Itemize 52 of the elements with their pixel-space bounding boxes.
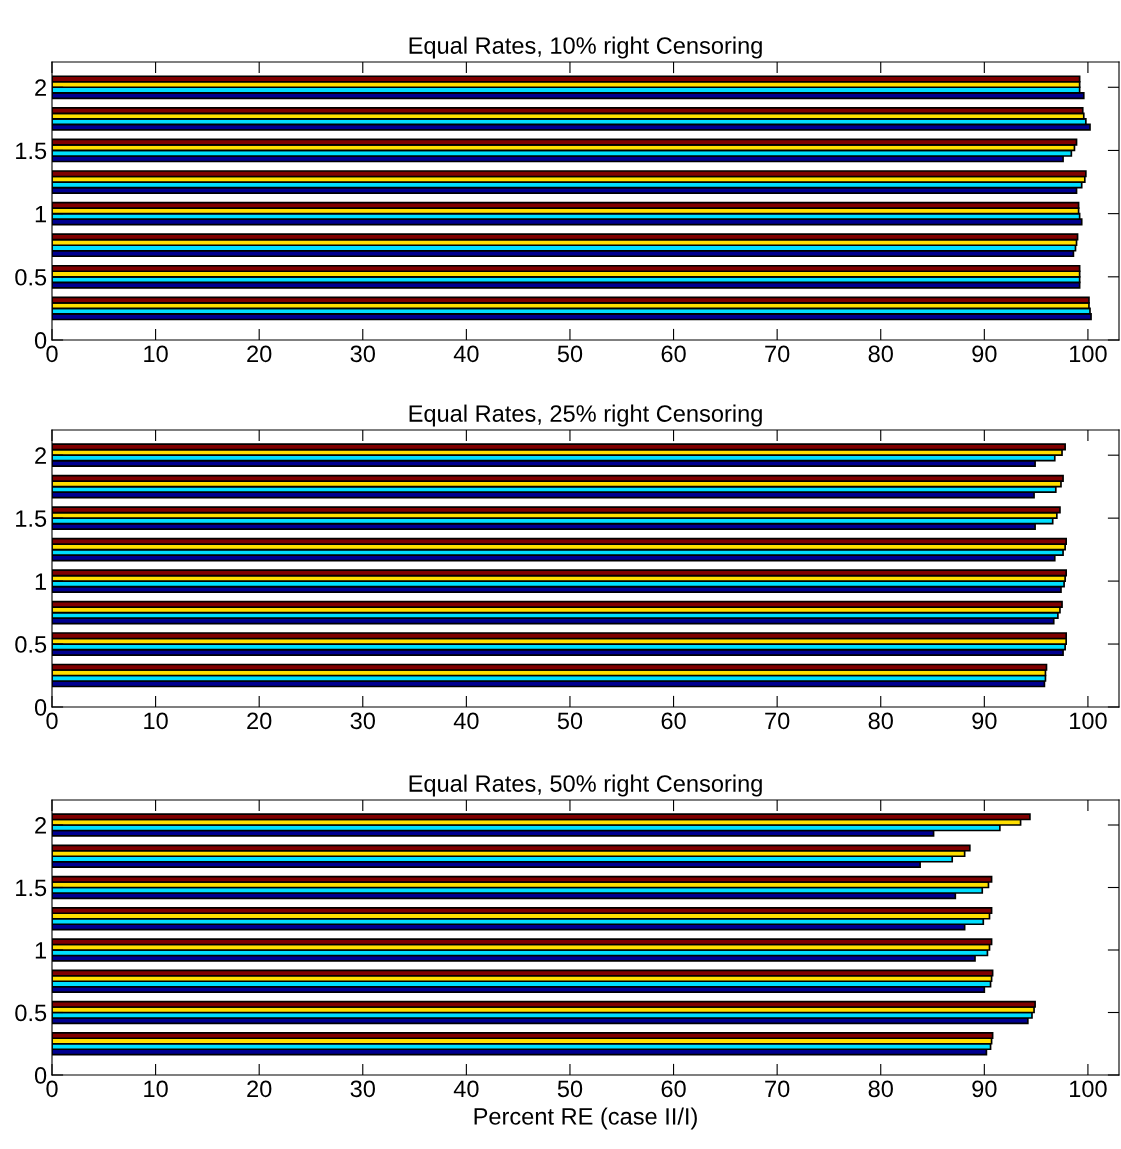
x-tick-label: 100 [1070, 712, 1107, 730]
x-tick-label: 0 [46, 1080, 58, 1098]
y-tick-label: 2 [35, 817, 46, 834]
x-tick-label: 100 [1070, 1080, 1107, 1098]
x-tick-label: 50 [557, 1080, 583, 1098]
y-tick-label: 2 [35, 447, 46, 464]
y-tick-label: 2 [35, 79, 46, 96]
x-tick-label: 90 [972, 1080, 997, 1098]
x-tick-label: 90 [972, 345, 997, 363]
x-tick-label: 40 [453, 712, 479, 730]
x-tick-label: 10 [144, 345, 168, 363]
x-tick-label: 30 [350, 712, 375, 730]
x-tick-label: 30 [350, 1080, 375, 1098]
y-tick-label: 0 [34, 1067, 47, 1084]
x-tick-label: 10 [144, 1080, 168, 1098]
x-tick-label: 80 [868, 1080, 893, 1098]
x-tick-label: 70 [765, 345, 790, 363]
x-tick-label: 0 [46, 345, 58, 363]
y-tick-label: 0.5 [15, 268, 47, 286]
x-tick-label: 80 [868, 712, 893, 730]
chart-title: Equal Rates, 25% right Censoring [409, 404, 762, 427]
x-tick-label: 60 [661, 712, 686, 730]
y-tick-label: 1.5 [16, 142, 47, 160]
y-tick-label: 0 [34, 332, 47, 349]
y-tick-label: 0.5 [15, 1004, 47, 1022]
x-tick-label: 20 [247, 1080, 272, 1098]
y-tick-label: 1 [35, 573, 46, 590]
x-tick-label: 90 [972, 712, 997, 730]
x-tick-label: 80 [868, 345, 893, 363]
chart-title: Equal Rates, 50% right Censoring [409, 774, 762, 797]
x-tick-label: 30 [350, 345, 375, 363]
x-tick-label: 40 [453, 1080, 479, 1098]
y-tick-label: 0.5 [15, 636, 47, 653]
x-axis-title: Percent RE (case II/I) [474, 1107, 697, 1130]
y-tick-label: 0 [34, 699, 47, 716]
x-tick-label: 0 [46, 712, 58, 730]
x-tick-label: 20 [247, 712, 272, 730]
x-tick-label: 70 [765, 712, 790, 730]
chart-title: Equal Rates, 10% right Censoring [409, 36, 762, 59]
y-tick-label: 1 [35, 942, 46, 959]
x-tick-label: 20 [247, 345, 272, 363]
x-tick-label: 10 [144, 712, 168, 730]
y-tick-label: 1.5 [16, 510, 47, 527]
x-tick-label: 50 [557, 712, 583, 730]
x-tick-label: 60 [661, 345, 686, 363]
x-tick-label: 60 [661, 1080, 686, 1098]
y-tick-label: 1.5 [16, 879, 47, 897]
y-tick-label: 1 [35, 205, 46, 223]
x-tick-label: 50 [557, 345, 583, 363]
x-tick-label: 40 [453, 345, 479, 363]
x-tick-label: 70 [765, 1080, 790, 1098]
x-tick-label: 100 [1070, 345, 1107, 363]
